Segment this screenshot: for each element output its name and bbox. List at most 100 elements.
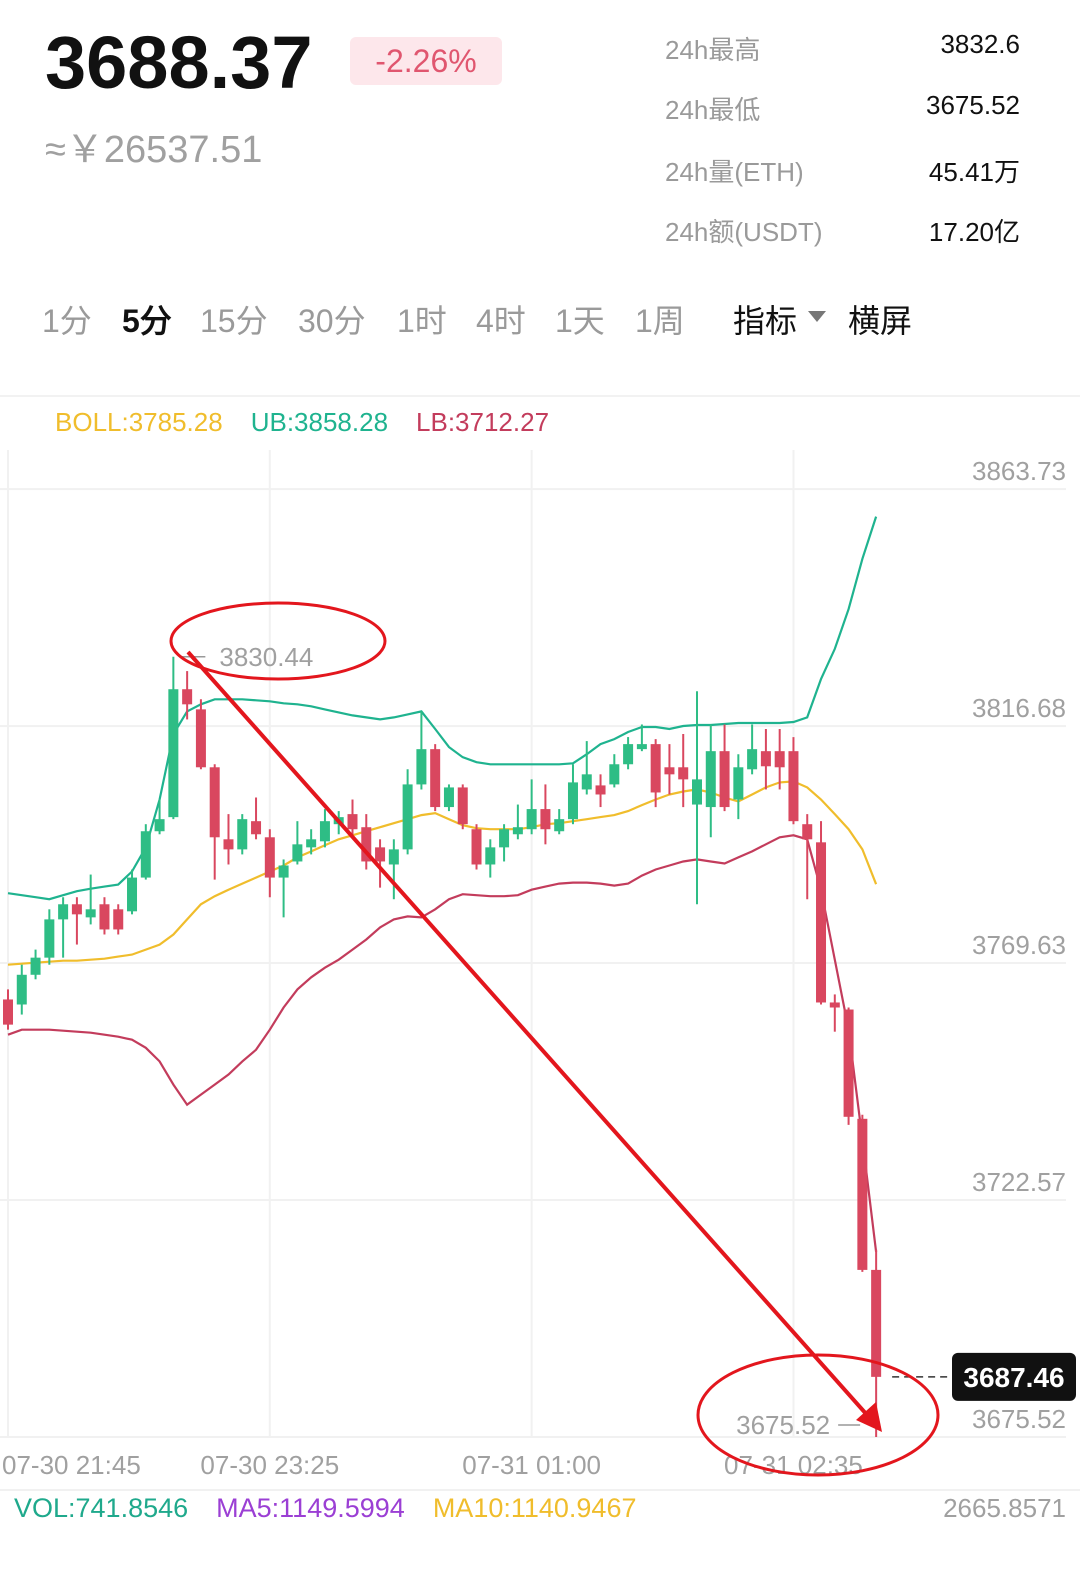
candle-body [623, 744, 634, 765]
indicator-line [7, 516, 878, 901]
candle-body [361, 827, 372, 862]
stat-value: 45.41万 [929, 157, 1020, 187]
tab[interactable]: 4时 [476, 303, 526, 339]
candle-body [223, 839, 234, 850]
tab[interactable]: 15分 [200, 303, 268, 339]
candle-body [195, 709, 206, 768]
stat-value: 3675.52 [926, 90, 1020, 120]
stat-label: 24h量(ETH) [665, 157, 804, 187]
low-marker-label: 3675.52 [736, 1410, 830, 1440]
candle-body [85, 909, 96, 918]
candle-body [581, 774, 592, 790]
candle-body [443, 787, 454, 808]
annotation-ellipse [169, 601, 387, 681]
candle-body [829, 1002, 840, 1008]
dropdown-icon[interactable] [808, 311, 826, 322]
candle-body [264, 837, 275, 878]
y-tick-label: 3722.57 [972, 1167, 1066, 1197]
candle-body [402, 784, 413, 850]
candle-body [636, 744, 647, 750]
candle-body [678, 767, 689, 780]
candle-body [113, 909, 124, 930]
candle-body [457, 787, 468, 825]
price: 3688.37 [45, 21, 313, 104]
tab[interactable]: 1时 [397, 303, 447, 339]
volume-legend: VOL:741.8546 [14, 1493, 188, 1523]
candle-body [760, 751, 771, 767]
candle-body [774, 751, 785, 768]
volume-legend: MA5:1149.5994 [216, 1493, 405, 1523]
chart: BOLL:3785.28 UB:3858.28 LB:3712.27 3863.73 3… [0, 407, 1080, 1523]
candle-body [251, 821, 262, 835]
x-tick-label: 07-30 23:25 [200, 1450, 339, 1480]
change: -2.26% [375, 43, 476, 79]
candle-body [499, 829, 510, 848]
stat-label: 24h最低 [665, 95, 760, 125]
candle-body [140, 831, 151, 878]
candle-body [650, 744, 661, 793]
candle-body [237, 819, 248, 850]
stat-value: 3832.6 [940, 29, 1020, 59]
candle-body [168, 689, 179, 818]
high-marker-label: 3830.44 [219, 642, 313, 672]
legend-entry: UB:3858.28 [251, 407, 388, 437]
legend-entry: LB:3712.27 [416, 407, 549, 437]
candle-body [733, 767, 744, 800]
candle-body [278, 865, 289, 878]
candle-body [719, 751, 730, 808]
indicator-line [7, 780, 878, 966]
candle-body [802, 824, 813, 840]
candle-body [71, 904, 82, 915]
candle-body [44, 919, 55, 958]
candle-body [526, 809, 537, 830]
candle-body [99, 904, 110, 930]
arrow-head [856, 1402, 882, 1432]
tab[interactable]: 1周 [635, 303, 685, 339]
x-tick-label: 07-31 02:35 [724, 1450, 863, 1480]
candle-body [347, 814, 358, 830]
y-tick-label: 3675.52 [972, 1404, 1066, 1434]
y-tick-label: 3816.68 [972, 693, 1066, 723]
candle-body [16, 974, 27, 1005]
y-tick-label: 3863.73 [972, 456, 1066, 486]
y-tick-label: 3769.63 [972, 930, 1066, 960]
candle-body [127, 877, 138, 912]
candle-body [512, 827, 523, 835]
candle-body [58, 904, 69, 920]
candle-body [154, 819, 165, 832]
legend-entry: BOLL:3785.28 [55, 407, 223, 437]
candle-body [595, 785, 606, 795]
x-tick-label: 07-30 21:45 [2, 1450, 141, 1480]
candle-body [306, 839, 317, 848]
tab[interactable]: 1天 [555, 303, 605, 339]
x-tick-label: 07-31 01:00 [462, 1450, 601, 1480]
candle-body [292, 844, 303, 862]
candle-body [416, 749, 427, 785]
tab[interactable]: 指标 [733, 303, 797, 339]
change-badge [350, 37, 502, 85]
annotation-arrow [186, 650, 870, 1418]
candle-body [609, 764, 620, 785]
candle-body [664, 767, 675, 775]
tab[interactable]: 横屏 [848, 303, 912, 339]
volume-legend: MA10:1140.9467 [433, 1493, 637, 1523]
volume-max: 2665.8571 [943, 1493, 1066, 1523]
candle-body [692, 779, 702, 805]
last-price-tag [952, 1352, 1076, 1401]
candle-body [871, 1269, 882, 1377]
tab[interactable]: 1分 [42, 303, 92, 339]
tab[interactable]: 5分 [122, 303, 172, 339]
candle-body [554, 819, 565, 832]
candle-body [375, 847, 386, 862]
indicator-line [7, 834, 878, 1253]
tab[interactable]: 30分 [298, 303, 366, 339]
candle-body [816, 842, 827, 1003]
candle-body [209, 767, 220, 838]
annotation-ellipse [696, 1353, 940, 1477]
stat-value: 17.20亿 [929, 217, 1020, 247]
candle-body [471, 829, 482, 865]
candle-body [30, 957, 41, 975]
candle-body [3, 999, 13, 1025]
